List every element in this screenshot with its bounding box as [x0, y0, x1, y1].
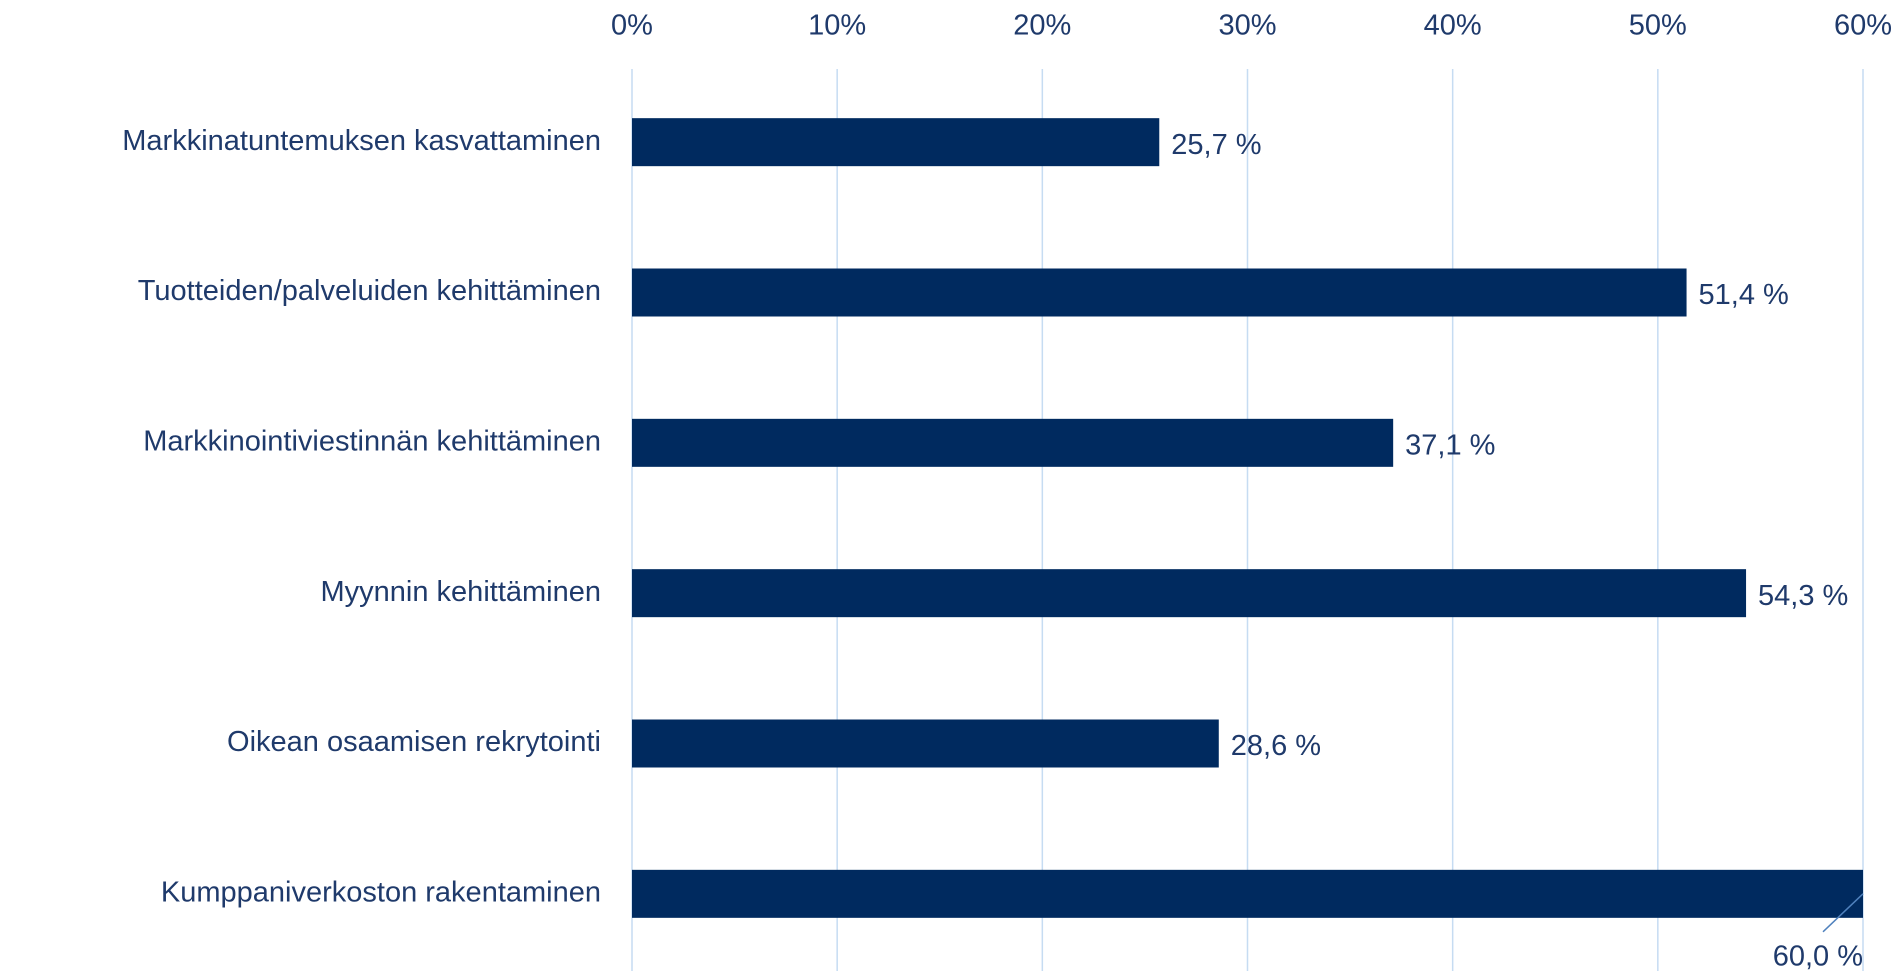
- x-tick-label: 30%: [1218, 10, 1276, 42]
- x-tick-label: 40%: [1424, 10, 1482, 42]
- value-label: 51,4 %: [1699, 279, 1789, 311]
- bar: [632, 569, 1747, 618]
- category-label: Markkinointiviestinnän kehittäminen: [143, 425, 601, 457]
- value-label: 25,7 %: [1171, 129, 1261, 161]
- bar: [632, 268, 1687, 317]
- leader-line: [1822, 893, 1864, 933]
- category-label: Kumppaniverkoston rakentaminen: [161, 876, 601, 908]
- bar: [632, 719, 1219, 768]
- category-label: Tuotteiden/palveluiden kehittäminen: [138, 275, 601, 307]
- x-tick-label: 0%: [611, 10, 653, 42]
- x-tick-label: 50%: [1629, 10, 1687, 42]
- category-label: Markkinatuntemuksen kasvattaminen: [122, 125, 601, 157]
- x-tick-label: 10%: [808, 10, 866, 42]
- category-label: Myynnin kehittäminen: [321, 576, 601, 608]
- x-tick-label: 60%: [1834, 10, 1892, 42]
- value-label: 54,3 %: [1758, 580, 1848, 612]
- value-label: 60,0 %: [1773, 940, 1863, 972]
- category-label: Oikean osaamisen rekrytointi: [227, 726, 601, 758]
- value-label: 28,6 %: [1231, 730, 1321, 762]
- bar: [632, 869, 1863, 918]
- bar: [632, 418, 1394, 467]
- x-tick-label: 20%: [1013, 10, 1071, 42]
- value-label: 37,1 %: [1405, 429, 1495, 461]
- bar: [632, 118, 1160, 167]
